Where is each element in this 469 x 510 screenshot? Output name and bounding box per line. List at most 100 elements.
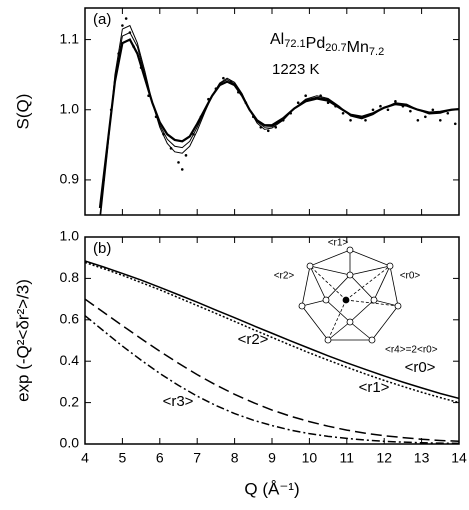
data-point [177,161,180,164]
x-tick-label: 11 [340,450,355,466]
data-point [169,147,173,150]
x-tick-label: 6 [156,450,164,466]
data-point [124,17,128,20]
data-point [334,104,337,108]
x-tick-label: 10 [302,450,318,466]
data-point [184,154,188,157]
y-tick-label: 0.9 [60,171,80,187]
subscript: 20.7 [325,42,346,54]
y-tick-label: 1.0 [60,100,80,116]
data-point [266,129,270,133]
data-point [409,109,412,113]
subscript: 7.2 [369,46,384,58]
element: Al [270,31,284,48]
data-point [207,97,210,101]
y-tick-label: 1.1 [60,30,80,46]
element: Mn [347,39,369,56]
series-label: <r0> [405,359,436,376]
data-point [281,118,285,122]
inset-label: <r0> [400,271,421,282]
data-point [237,90,240,94]
inset-label: <r4>=2<r0> [385,345,438,356]
panel-label: (a) [93,11,111,28]
data-point [109,108,113,112]
y-tick-label: 0.8 [60,269,80,285]
data-point [132,45,135,48]
data-point [154,115,158,119]
y-tick-label: 0.2 [60,393,80,409]
data-point [304,94,307,98]
data-point [386,108,390,112]
x-tick-label: 13 [414,450,430,466]
data-point [296,101,300,105]
data-point [371,108,375,112]
curve [99,31,459,215]
x-tick-label: 4 [81,450,89,466]
data-point [128,31,132,34]
data-point [416,118,420,122]
curve [85,261,459,404]
inset-label: <r1> [328,238,349,249]
y-tick-label: 0.0 [60,435,80,451]
inset-label: <r2> [274,271,295,282]
x-tick-label: 9 [268,450,276,466]
series-label: <r2> [238,331,269,348]
series-label: <r3> [163,393,194,410]
plot-frame [84,236,460,445]
composition: Al72.1Pd20.7Mn7.2 [270,31,384,58]
data-point [431,108,435,112]
temperature: 1223 K [272,61,320,78]
series-label: <r1> [359,379,390,396]
x-tick-label: 14 [451,450,467,466]
data-point [311,97,315,101]
y-tick-label: 0.4 [60,352,80,368]
data-point [401,104,405,108]
data-point [222,76,225,80]
data-point [214,87,218,90]
data-point [364,118,367,122]
data-point [199,115,203,119]
y-tick-label: 1.0 [60,228,80,244]
x-axis-label: Q (Å⁻¹) [244,479,299,498]
curve [85,298,459,443]
curve [100,24,459,215]
series-group [85,260,459,444]
subscript: 72.1 [284,38,305,50]
data-point [289,111,293,115]
data-point [102,178,105,182]
x-tick-label: 7 [193,450,201,466]
x-tick-label: 12 [376,450,392,466]
data-point [139,66,143,69]
element: Pd [306,35,326,52]
data-point [394,100,397,103]
panel-label: (b) [93,240,111,257]
data-point [424,115,427,119]
x-tick-label: 8 [231,450,239,466]
data-point [147,94,150,98]
data-point [274,125,278,129]
curve [85,315,459,444]
y-axis-label: exp (-Q²<δr²>/3) [13,279,32,402]
curve [85,260,459,400]
data-point [356,115,360,119]
data-point [341,111,345,115]
data-point [439,118,442,122]
data-point [379,104,382,108]
data-point [192,133,195,136]
data-point [229,80,233,83]
data-point [319,94,322,98]
data-point [121,24,124,27]
y-tick-label: 0.6 [60,311,80,327]
data-point [453,122,457,126]
data-point [162,133,165,136]
data-point [326,101,330,105]
data-point [244,101,248,105]
data-point [259,125,263,129]
series-group [98,17,459,215]
data-point [117,52,120,55]
x-tick-label: 5 [119,450,127,466]
y-axis-label: S(Q) [13,94,32,130]
data-point [252,115,255,119]
data-point [180,168,184,171]
